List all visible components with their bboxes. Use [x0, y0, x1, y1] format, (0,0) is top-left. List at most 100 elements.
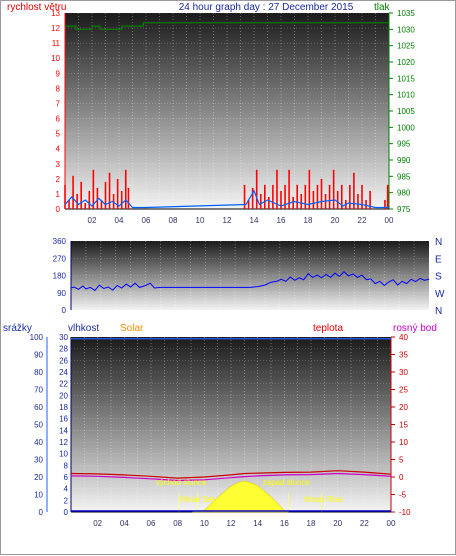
rain-y-tick-label: 0 — [39, 508, 44, 517]
temperature-line — [70, 470, 392, 479]
humidity-y-tick-label: 22 — [59, 380, 68, 389]
humidity-y-tick-label: 16 — [59, 415, 68, 424]
p1-x-tick-label: 16 — [277, 216, 286, 225]
pressure-y-tick-label: 1000 — [397, 123, 415, 132]
pressure-y-tick-label: 1030 — [397, 25, 415, 34]
p3-x-tick-label: 12 — [227, 519, 236, 528]
temperature-y-tick-label: -10 — [399, 508, 411, 517]
rain-y-tick-label: 60 — [34, 403, 43, 412]
pressure-y-tick-label: 975 — [397, 205, 411, 214]
wind-y-tick-label: 10 — [51, 54, 60, 63]
p3-x-tick-label: 04 — [120, 519, 129, 528]
chart-title: 24 hour graph day : 27 December 2015 — [179, 2, 354, 13]
humidity-y-tick-label: 14 — [59, 426, 68, 435]
compass-label: N — [435, 237, 442, 248]
pressure-line — [65, 22, 389, 30]
wind-direction-plot-area — [71, 241, 429, 310]
temperature-y-tick-label: 25 — [399, 386, 408, 395]
compass-label: S — [435, 272, 442, 283]
wind-pressure-plot-area — [65, 13, 389, 209]
p1-x-tick-label: 10 — [196, 216, 205, 225]
p1-x-tick-label: 12 — [223, 216, 232, 225]
compass-label: N — [435, 306, 442, 317]
rain-y-tick-label: 20 — [34, 473, 43, 482]
humidity-label: vlhkost — [68, 323, 99, 334]
pressure-label: tlak — [374, 2, 391, 13]
temperature-y-tick-label: 35 — [399, 351, 408, 360]
wind-y-tick-label: 12 — [51, 24, 60, 33]
humidity-y-tick-label: 4 — [64, 485, 69, 494]
wind-y-tick-label: 0 — [56, 205, 61, 214]
direction-y-tick-label: 360 — [53, 237, 67, 246]
pressure-y-tick-label: 980 — [397, 189, 411, 198]
rain-y-tick-label: 80 — [34, 368, 43, 377]
temperature-y-tick-label: 0 — [399, 473, 404, 482]
p1-x-tick-label: 00 — [385, 216, 394, 225]
p3-x-tick-label: 20 — [333, 519, 342, 528]
p1-x-tick-label: 20 — [331, 216, 340, 225]
direction-y-tick-label: 0 — [62, 306, 67, 315]
humidity-y-tick-label: 28 — [59, 345, 68, 354]
humidity-y-tick-label: 8 — [64, 461, 69, 470]
p3-x-tick-label: 02 — [93, 519, 102, 528]
p1-x-tick-label: 14 — [250, 216, 259, 225]
p3-x-tick-label: 10 — [200, 519, 209, 528]
direction-y-tick-label: 180 — [53, 272, 67, 281]
sunrise-annotation: východ slunce — [156, 478, 207, 487]
p3-x-tick-label: 22 — [360, 519, 369, 528]
pressure-y-tick-label: 1020 — [397, 58, 415, 67]
wind-y-tick-label: 7 — [56, 99, 61, 108]
p1-x-tick-label: 08 — [169, 216, 178, 225]
p3-x-tick-label: 06 — [147, 519, 156, 528]
humidity-y-tick-label: 0 — [64, 508, 69, 517]
temperature-y-tick-label: -5 — [399, 491, 407, 500]
wind-y-tick-label: 9 — [56, 69, 61, 78]
rain-label: srážky — [3, 323, 32, 334]
pressure-y-tick-label: 1005 — [397, 107, 415, 116]
compass-label: W — [435, 289, 445, 300]
pressure-y-tick-label: 1035 — [397, 9, 415, 18]
p1-x-tick-label: 06 — [142, 216, 151, 225]
p3-x-tick-label: 14 — [253, 519, 262, 528]
humidity-y-tick-label: 24 — [59, 368, 68, 377]
rain-y-tick-label: 10 — [34, 491, 43, 500]
temperature-y-tick-label: 15 — [399, 421, 408, 430]
humidity-y-tick-label: 12 — [59, 438, 68, 447]
temperature-label: teplota — [313, 323, 343, 334]
temperature-y-tick-label: 40 — [399, 333, 408, 342]
pressure-y-tick-label: 985 — [397, 172, 411, 181]
dew-point-line — [70, 472, 392, 482]
moonrise-annotation: Moon Rise — [305, 495, 344, 504]
rain-y-tick-label: 30 — [34, 456, 43, 465]
wind-gust-line — [64, 189, 389, 209]
direction-y-tick-label: 270 — [53, 254, 67, 263]
rain-y-tick-label: 100 — [30, 333, 44, 342]
temperature-y-tick-label: 5 — [399, 456, 404, 465]
wind-y-tick-label: 2 — [56, 175, 61, 184]
wind-y-tick-label: 1 — [56, 190, 61, 199]
p1-x-tick-label: 18 — [304, 216, 313, 225]
p3-x-tick-label: 08 — [173, 519, 182, 528]
compass-label: E — [435, 254, 442, 265]
p1-x-tick-label: 02 — [88, 216, 97, 225]
humidity-y-tick-label: 26 — [59, 356, 68, 365]
direction-y-tick-label: 90 — [57, 289, 66, 298]
p3-x-tick-label: 00 — [387, 519, 396, 528]
pressure-y-tick-label: 995 — [397, 140, 411, 149]
temperature-y-tick-label: 30 — [399, 368, 408, 377]
wind-speed-label: rychlost větru — [7, 2, 66, 13]
rain-y-tick-label: 50 — [34, 421, 43, 430]
pressure-y-tick-label: 1015 — [397, 74, 415, 83]
temperature-y-tick-label: 10 — [399, 438, 408, 447]
pressure-y-tick-label: 990 — [397, 156, 411, 165]
humidity-y-tick-label: 30 — [59, 333, 68, 342]
wind-y-tick-label: 4 — [56, 145, 61, 154]
rain-y-tick-label: 90 — [34, 351, 43, 360]
wind-y-tick-label: 11 — [52, 39, 61, 48]
wind-y-tick-label: 8 — [56, 84, 61, 93]
p3-x-tick-label: 16 — [280, 519, 289, 528]
p1-x-tick-label: 04 — [115, 216, 124, 225]
moonset-annotation: Moon Set — [181, 495, 216, 504]
